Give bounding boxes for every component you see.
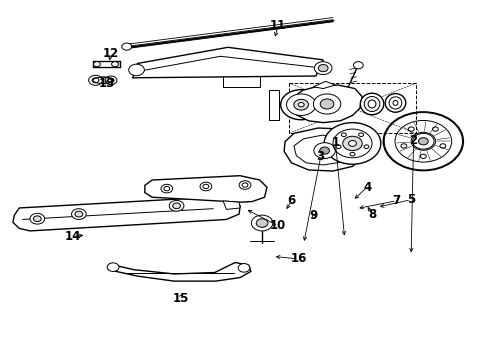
Circle shape <box>169 201 184 211</box>
Ellipse shape <box>360 93 384 115</box>
Polygon shape <box>314 81 335 89</box>
Ellipse shape <box>368 100 376 108</box>
Circle shape <box>359 133 364 136</box>
Circle shape <box>251 215 273 231</box>
Circle shape <box>89 75 102 85</box>
Circle shape <box>33 216 41 222</box>
Circle shape <box>200 182 212 191</box>
Circle shape <box>238 264 250 272</box>
Circle shape <box>256 219 268 227</box>
Polygon shape <box>13 197 240 231</box>
Text: 12: 12 <box>102 47 119 60</box>
Polygon shape <box>322 98 331 112</box>
Circle shape <box>315 62 332 75</box>
Text: 9: 9 <box>309 210 318 222</box>
Text: 13: 13 <box>99 77 115 90</box>
Circle shape <box>343 136 362 150</box>
Ellipse shape <box>393 100 398 105</box>
Text: 5: 5 <box>407 193 415 206</box>
Text: 16: 16 <box>291 252 307 265</box>
Text: 4: 4 <box>363 181 371 194</box>
Circle shape <box>353 62 363 69</box>
Text: 2: 2 <box>410 134 417 147</box>
Circle shape <box>105 76 117 85</box>
Circle shape <box>287 94 316 116</box>
Text: 14: 14 <box>65 230 81 243</box>
Circle shape <box>161 184 172 193</box>
Circle shape <box>314 94 341 114</box>
Polygon shape <box>270 90 279 120</box>
Circle shape <box>383 112 464 171</box>
Polygon shape <box>294 135 352 165</box>
Polygon shape <box>292 85 362 123</box>
Circle shape <box>172 203 180 209</box>
Circle shape <box>112 62 119 67</box>
Circle shape <box>314 143 335 158</box>
Circle shape <box>418 138 428 145</box>
Circle shape <box>75 211 83 217</box>
Text: 3: 3 <box>317 150 325 163</box>
Text: 1: 1 <box>331 136 340 149</box>
Circle shape <box>30 213 45 224</box>
Text: 15: 15 <box>172 292 189 305</box>
Ellipse shape <box>385 94 406 112</box>
Circle shape <box>320 147 330 154</box>
Circle shape <box>336 145 341 149</box>
Circle shape <box>129 64 145 76</box>
Ellipse shape <box>93 77 114 84</box>
Circle shape <box>318 64 328 72</box>
Text: 10: 10 <box>270 219 286 233</box>
Circle shape <box>364 145 369 149</box>
Circle shape <box>72 209 86 220</box>
Polygon shape <box>133 47 323 78</box>
Polygon shape <box>145 176 267 202</box>
Circle shape <box>281 90 322 120</box>
Circle shape <box>107 263 119 271</box>
Text: 11: 11 <box>270 19 286 32</box>
Circle shape <box>294 99 309 110</box>
Circle shape <box>342 133 346 136</box>
Circle shape <box>122 43 132 50</box>
Polygon shape <box>223 201 240 210</box>
Text: 8: 8 <box>368 208 376 221</box>
Circle shape <box>239 181 251 189</box>
Circle shape <box>411 132 436 150</box>
Circle shape <box>324 123 381 164</box>
Text: 7: 7 <box>392 194 400 207</box>
Ellipse shape <box>364 96 380 112</box>
Circle shape <box>94 62 100 67</box>
Circle shape <box>320 99 334 109</box>
Circle shape <box>348 140 356 146</box>
Polygon shape <box>108 262 251 281</box>
Polygon shape <box>284 128 367 171</box>
Circle shape <box>298 103 304 107</box>
Circle shape <box>350 152 355 156</box>
Text: 6: 6 <box>287 194 295 207</box>
